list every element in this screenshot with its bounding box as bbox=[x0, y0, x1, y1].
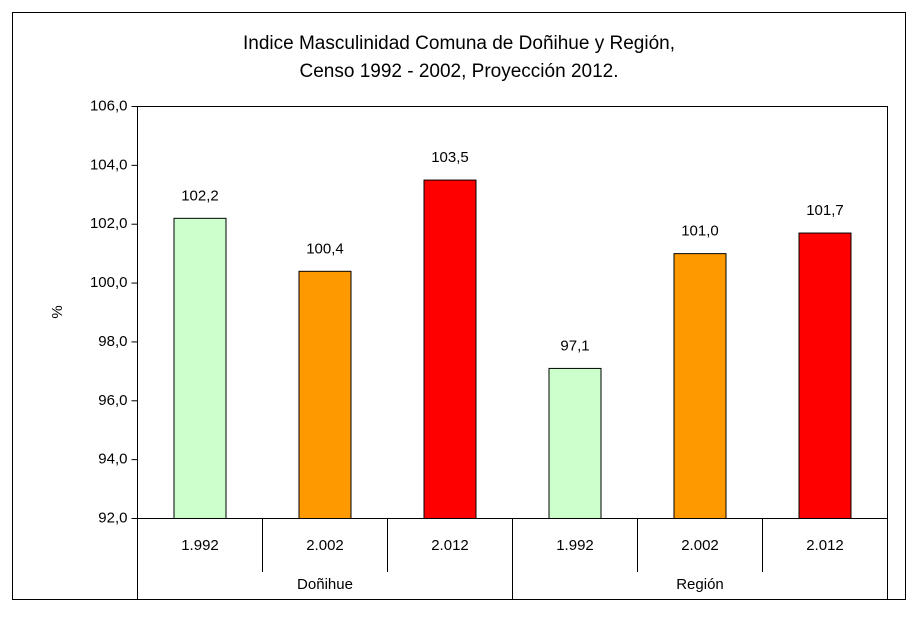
x-tick-label: 2.012 bbox=[431, 537, 469, 554]
bar bbox=[423, 179, 477, 519]
bar bbox=[298, 270, 352, 519]
data-label: 100,4 bbox=[306, 240, 344, 257]
y-tick-label: 96,0 bbox=[98, 392, 127, 409]
chart-title: Indice Masculinidad Comuna de Doñihue y … bbox=[243, 33, 675, 54]
bar bbox=[548, 367, 602, 519]
x-tick-label: 2.002 bbox=[681, 537, 719, 554]
group-label: Doñihue bbox=[297, 576, 353, 593]
y-tick-label: 102,0 bbox=[90, 215, 128, 232]
y-tick-label: 92,0 bbox=[98, 509, 127, 526]
data-label: 102,2 bbox=[181, 187, 219, 204]
x-tick-label: 2.002 bbox=[306, 537, 344, 554]
data-label: 103,5 bbox=[431, 149, 469, 166]
bar bbox=[798, 232, 852, 520]
data-label: 101,7 bbox=[806, 202, 844, 219]
y-tick-label: 100,0 bbox=[90, 274, 128, 291]
bar bbox=[173, 217, 227, 519]
data-label: 101,0 bbox=[681, 223, 719, 240]
chart-title: Censo 1992 - 2002, Proyección 2012. bbox=[300, 61, 619, 82]
bar bbox=[673, 253, 727, 519]
y-axis-label: % bbox=[49, 305, 66, 318]
y-tick-label: 104,0 bbox=[90, 156, 128, 173]
y-tick-label: 94,0 bbox=[98, 451, 127, 468]
x-tick-label: 2.012 bbox=[806, 537, 844, 554]
y-tick-label: 106,0 bbox=[90, 97, 128, 114]
group-label: Región bbox=[676, 576, 724, 593]
data-label: 97,1 bbox=[560, 337, 589, 354]
x-tick-label: 1.992 bbox=[181, 537, 219, 554]
y-tick-label: 98,0 bbox=[98, 333, 127, 350]
x-tick-label: 1.992 bbox=[556, 537, 594, 554]
